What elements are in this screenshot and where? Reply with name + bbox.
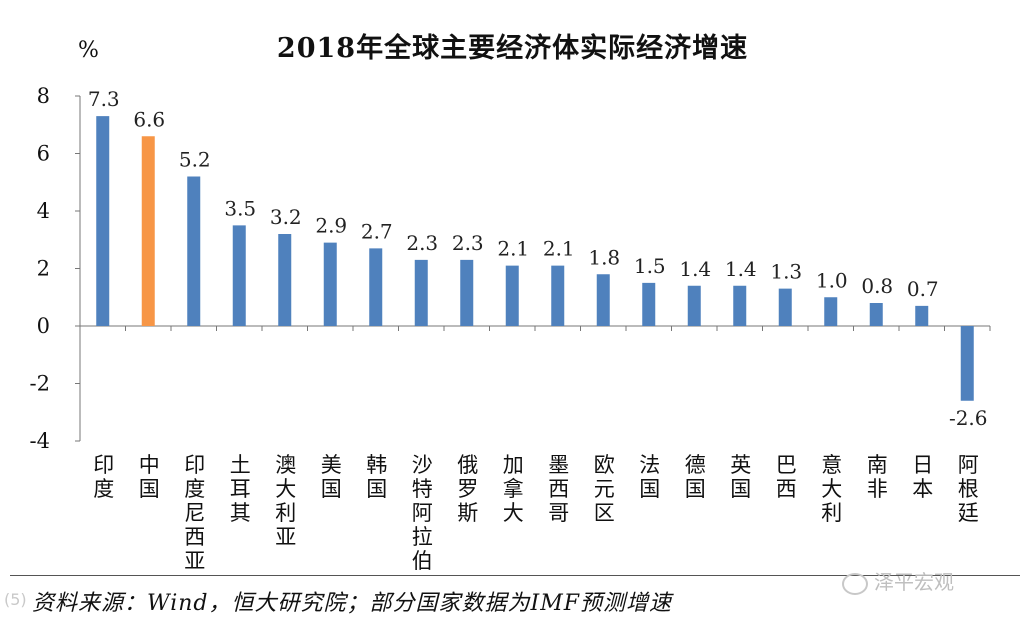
category-label: 印度 bbox=[93, 453, 114, 501]
y-tick-label: 6 bbox=[37, 142, 50, 166]
category-label: 阿根廷 bbox=[958, 453, 979, 525]
data-label: 5.2 bbox=[179, 148, 211, 172]
category-label: 日本 bbox=[912, 453, 933, 501]
y-tick-label: -2 bbox=[30, 372, 50, 396]
bar-2 bbox=[187, 176, 201, 326]
category-label: 法国 bbox=[639, 453, 660, 501]
category-label: 英国 bbox=[730, 453, 751, 501]
bar-3 bbox=[232, 225, 246, 326]
data-label: 2.1 bbox=[543, 237, 575, 261]
bar-6 bbox=[369, 248, 383, 326]
category-label: 土耳其 bbox=[230, 453, 251, 525]
category-label: 美国 bbox=[321, 453, 342, 501]
bar-18 bbox=[915, 305, 929, 326]
data-label: 3.2 bbox=[270, 205, 302, 229]
bar-5 bbox=[323, 242, 337, 326]
bar-11 bbox=[596, 274, 610, 326]
data-label: 1.3 bbox=[770, 260, 802, 284]
source-note: 资料来源：Wind，恒大研究院；部分国家数据为IMF预测增速 bbox=[32, 591, 672, 616]
bar-0 bbox=[96, 116, 110, 326]
data-label: 2.7 bbox=[361, 219, 393, 243]
category-label: 南非 bbox=[867, 453, 888, 501]
watermark-text: 泽平宏观 bbox=[874, 570, 954, 594]
category-label: 欧元区 bbox=[594, 453, 615, 525]
y-tick-label: 0 bbox=[37, 314, 50, 338]
data-label: 1.8 bbox=[588, 245, 620, 269]
y-axis-unit: % bbox=[78, 38, 99, 63]
category-label: 墨西哥 bbox=[548, 453, 569, 525]
category-label: 中国 bbox=[139, 453, 160, 501]
bar-10 bbox=[551, 265, 565, 326]
category-label: 意大利 bbox=[821, 453, 842, 525]
bar-17 bbox=[869, 303, 883, 326]
data-label: 1.4 bbox=[725, 257, 757, 281]
bar-1 bbox=[141, 136, 155, 326]
bar-chart: 8 6 4 2 0 -2 -4 7.3 印度 6.6 中国 5.2 印度尼西亚 3.5 土耳其 3.2 澳大利… bbox=[30, 84, 991, 573]
bar-8 bbox=[460, 259, 474, 326]
data-label: 3.5 bbox=[224, 196, 256, 220]
category-label: 澳大利亚 bbox=[275, 453, 296, 549]
watermark-left: (5) bbox=[4, 590, 27, 609]
data-label: -2.6 bbox=[949, 406, 988, 430]
y-tick-label: -4 bbox=[30, 429, 50, 453]
labels: 7.3 印度 6.6 中国 5.2 印度尼西亚 3.5 土耳其 3.2 澳大利亚 2.9 美国 2.7 韩… bbox=[88, 87, 988, 573]
bar-7 bbox=[414, 259, 428, 326]
category-label: 印度尼西亚 bbox=[184, 453, 205, 573]
category-label: 巴西 bbox=[776, 453, 797, 501]
category-label: 德国 bbox=[685, 453, 706, 501]
watermark: 泽平宏观 bbox=[842, 566, 954, 595]
bar-16 bbox=[824, 297, 838, 326]
wechat-icon bbox=[842, 572, 868, 595]
data-label: 1.5 bbox=[634, 254, 666, 278]
data-label: 0.7 bbox=[907, 277, 939, 301]
data-label: 1.4 bbox=[679, 257, 711, 281]
data-label: 7.3 bbox=[88, 87, 120, 111]
category-label: 韩国 bbox=[366, 453, 387, 501]
data-label: 6.6 bbox=[133, 107, 165, 131]
bar-12 bbox=[642, 282, 656, 326]
bar-15 bbox=[778, 288, 792, 326]
data-label: 1.0 bbox=[816, 268, 848, 292]
axes: 8 6 4 2 0 -2 -4 bbox=[30, 84, 991, 453]
category-label: 加拿大 bbox=[503, 453, 524, 525]
y-tick-label: 8 bbox=[37, 84, 50, 108]
category-label: 沙特阿拉伯 bbox=[412, 453, 433, 573]
data-label: 2.3 bbox=[406, 231, 438, 255]
data-label: 2.1 bbox=[497, 237, 529, 261]
y-tick-label: 2 bbox=[37, 257, 50, 281]
bar-4 bbox=[278, 234, 292, 326]
source-divider bbox=[10, 575, 1020, 576]
data-label: 2.9 bbox=[315, 214, 347, 238]
category-label: 俄罗斯 bbox=[457, 453, 478, 525]
chart-title: 2018年全球主要经济体实际经济增速 bbox=[276, 33, 749, 64]
bar-14 bbox=[733, 285, 747, 326]
bar-19 bbox=[960, 326, 974, 401]
bar-9 bbox=[505, 265, 519, 326]
data-label: 2.3 bbox=[452, 231, 484, 255]
bars bbox=[96, 116, 974, 401]
bar-13 bbox=[687, 285, 701, 326]
y-tick-label: 4 bbox=[37, 199, 50, 223]
data-label: 0.8 bbox=[861, 274, 893, 298]
